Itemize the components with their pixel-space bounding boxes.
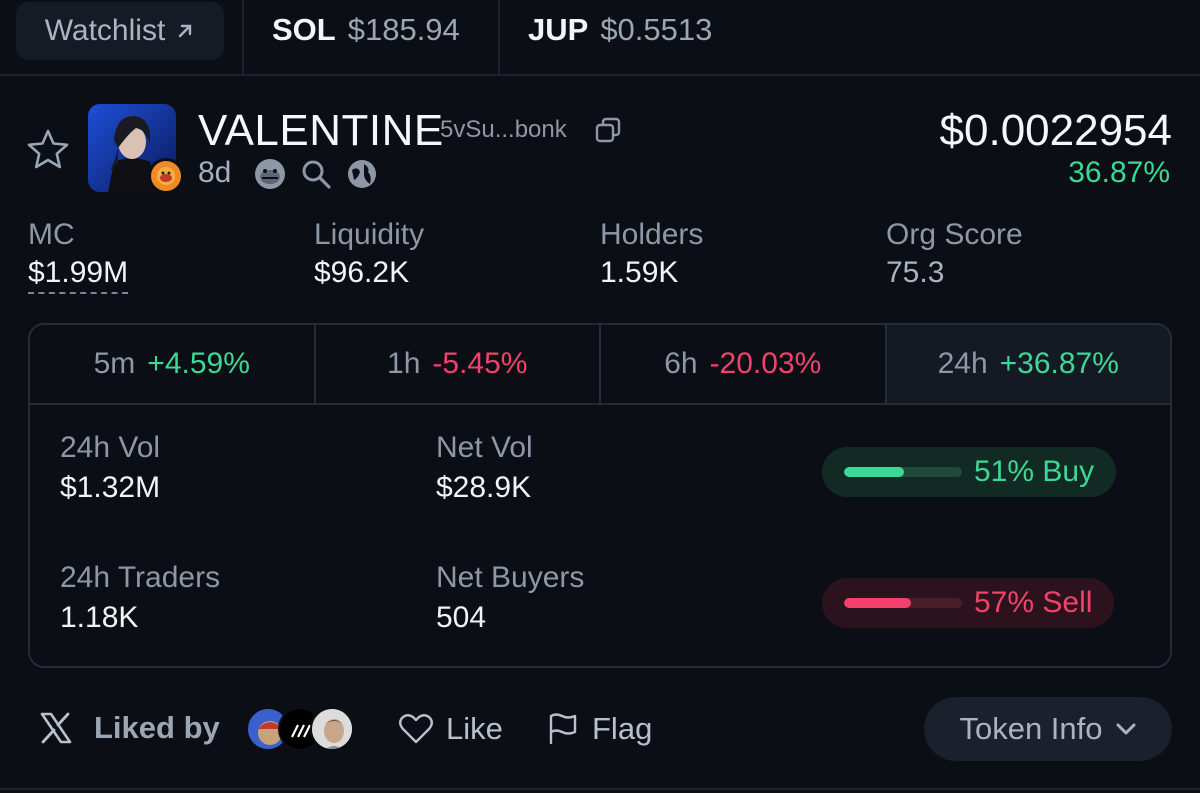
metric-value: $28.9K — [436, 471, 532, 504]
x-logo-icon[interactable] — [38, 710, 74, 746]
metric-value: 504 — [436, 601, 487, 634]
stat-value: 1.59K — [600, 256, 679, 289]
tab-period: 24h — [937, 347, 988, 380]
ticker-price: $0.5513 — [600, 12, 713, 47]
token-address[interactable]: 5vSu...bonk — [440, 116, 567, 143]
tab-change: -20.03% — [709, 347, 822, 380]
token-price-change: 36.87% — [1068, 156, 1170, 189]
buy-ratio-pill: 51% Buy — [822, 447, 1117, 497]
token-price: $0.0022954 — [939, 106, 1172, 155]
tab-6h[interactable]: 6h -20.03% — [601, 325, 887, 403]
bonk-badge-icon — [148, 158, 184, 194]
sell-ratio-fill — [844, 598, 912, 608]
metric-24h-traders: 24h Traders 1.18K — [60, 561, 220, 635]
flag-button[interactable]: Flag — [546, 704, 652, 754]
tab-1h[interactable]: 1h -5.45% — [316, 325, 601, 403]
watchlist-label: Watchlist — [44, 14, 166, 47]
ticker-jup[interactable]: JUP $0.5513 — [528, 0, 712, 60]
liked-by-label: Liked by — [94, 710, 220, 745]
stat-value: $96.2K — [314, 256, 410, 289]
stat-liquidity: Liquidity $96.2K — [314, 218, 424, 290]
stat-label: MC — [28, 218, 75, 251]
stat-label: Org Score — [886, 218, 1023, 251]
flag-icon — [549, 713, 577, 745]
like-label: Like — [446, 711, 503, 746]
buy-ratio-fill — [844, 467, 905, 477]
token-age: 8d — [198, 156, 232, 189]
chevron-down-icon — [1116, 723, 1136, 735]
token-info-label: Token Info — [959, 711, 1103, 746]
tab-period: 5m — [93, 347, 136, 380]
divider — [498, 0, 500, 76]
ticker-symbol: SOL — [272, 12, 336, 47]
bulldog-icon[interactable] — [254, 158, 286, 190]
stat-label: Holders — [600, 218, 704, 251]
metric-24h-volume: 24h Vol $1.32M — [60, 431, 160, 505]
tab-5m[interactable]: 5m +4.59% — [30, 325, 316, 403]
ticker-sol[interactable]: SOL $185.94 — [272, 0, 460, 60]
stat-value: 75.3 — [886, 256, 945, 289]
search-icon[interactable] — [300, 158, 332, 190]
tab-change: -5.45% — [432, 347, 528, 380]
sell-ratio-label: 57% Sell — [974, 586, 1093, 619]
top-bar: Watchlist SOL $185.94 JUP $0.5513 — [0, 0, 1200, 76]
metric-net-buyers: Net Buyers 504 — [436, 561, 584, 635]
heart-icon — [399, 714, 433, 744]
metric-label: Net Vol — [436, 431, 533, 464]
stat-holders: Holders 1.59K — [600, 218, 703, 290]
stat-value[interactable]: $1.99M — [28, 256, 129, 294]
flag-label: Flag — [592, 711, 653, 746]
metric-value: $1.32M — [60, 471, 161, 504]
stat-label: Liquidity — [314, 218, 425, 251]
trading-stats-panel: 5m +4.59% 1h -5.45% 6h -20.03% 24h +36.8… — [28, 323, 1172, 668]
stat-market-cap: MC $1.99M — [28, 218, 129, 294]
tab-change: +36.87% — [999, 347, 1119, 380]
metric-label: 24h Traders — [60, 561, 221, 594]
tab-change: +4.59% — [147, 347, 250, 380]
metric-label: 24h Vol — [60, 431, 161, 464]
sell-ratio-pill: 57% Sell — [822, 578, 1115, 628]
ticker-symbol: JUP — [528, 12, 589, 47]
watchlist-button[interactable]: Watchlist — [16, 2, 224, 60]
external-link-icon — [179, 24, 192, 38]
token-info-button[interactable]: Token Info — [924, 697, 1172, 761]
metric-label: Net Buyers — [436, 561, 585, 594]
token-avatar — [88, 104, 176, 192]
star-icon[interactable] — [26, 128, 70, 170]
stat-org-score: Org Score 75.3 — [886, 218, 1023, 290]
period-tabs: 5m +4.59% 1h -5.45% 6h -20.03% 24h +36.8… — [30, 325, 1170, 405]
sell-ratio-bar — [844, 598, 962, 608]
token-name: VALENTINE — [198, 106, 444, 155]
tab-period: 1h — [387, 347, 421, 380]
buy-ratio-bar — [844, 467, 962, 477]
like-button[interactable]: Like — [398, 704, 503, 754]
copy-icon[interactable] — [594, 116, 622, 144]
tab-period: 6h — [664, 347, 698, 380]
divider — [242, 0, 244, 76]
liker-avatar[interactable] — [310, 707, 354, 751]
divider — [0, 788, 1200, 790]
buy-ratio-label: 51% Buy — [974, 455, 1095, 488]
metric-value: 1.18K — [60, 601, 139, 634]
tab-24h[interactable]: 24h +36.87% — [886, 325, 1170, 403]
globe-icon[interactable] — [346, 158, 378, 190]
metric-net-volume: Net Vol $28.9K — [436, 431, 533, 505]
ticker-price: $185.94 — [347, 12, 460, 47]
